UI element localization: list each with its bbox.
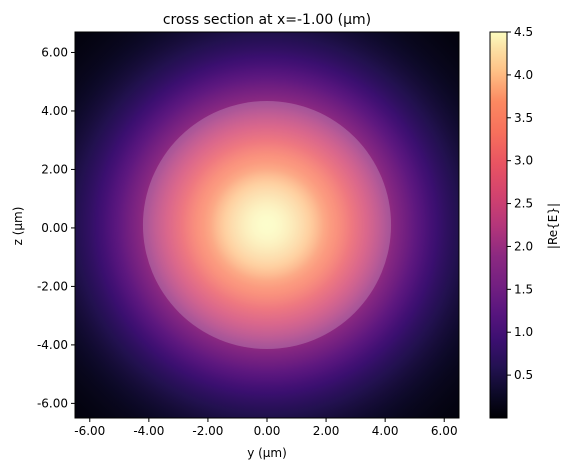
y-tick-label: -2.00 (37, 279, 68, 293)
y-axis: -6.00 -4.00 -2.00 0.00 2.00 4.00 6.00 (37, 45, 75, 410)
field-heatmap (75, 32, 459, 418)
colorbar-tick-label: 1.0 (514, 325, 533, 339)
y-tick-label: 6.00 (41, 45, 68, 59)
y-tick-label: 2.00 (41, 162, 68, 176)
colorbar-tick-label: 1.5 (514, 282, 533, 296)
chart-title: cross section at x=-1.00 (μm) (163, 12, 371, 28)
x-tick-label: 4.00 (372, 424, 399, 438)
x-tick-label: -2.00 (192, 424, 223, 438)
x-tick-label: 2.00 (313, 424, 340, 438)
colorbar-ticks: 0.5 1.0 1.5 2.0 2.5 3.0 3.5 4.0 4.5 (507, 25, 533, 382)
x-tick-label: 6.00 (431, 424, 458, 438)
colorbar-tick-label: 4.0 (514, 68, 533, 82)
y-tick-label: -6.00 (37, 396, 68, 410)
x-tick-label: 0.00 (254, 424, 281, 438)
colorbar: 0.5 1.0 1.5 2.0 2.5 3.0 3.5 4.0 4.5 |Re{E}| (489, 25, 560, 419)
structure-overlay-circle (142, 100, 392, 350)
x-axis-label: y (μm) (247, 446, 287, 460)
colorbar-tick-label: 4.5 (514, 25, 533, 39)
colorbar-tick-label: 0.5 (514, 368, 533, 382)
y-axis-label: z (μm) (11, 207, 25, 246)
colorbar-tick-label: 3.0 (514, 154, 533, 168)
y-tick-label: 4.00 (41, 104, 68, 118)
colorbar-label: |Re{E}| (546, 203, 560, 249)
x-axis: -6.00 -4.00 -2.00 0.00 2.00 4.00 6.00 (74, 418, 458, 438)
colorbar-tick-label: 2.5 (514, 197, 533, 211)
colorbar-tick-label: 3.5 (514, 111, 533, 125)
colorbar-frame (489, 31, 508, 419)
colorbar-tick-label: 2.0 (514, 239, 533, 253)
plot-area (74, 31, 460, 419)
colorbar-gradient (490, 32, 507, 418)
x-tick-label: -4.00 (133, 424, 164, 438)
y-tick-label: 0.00 (41, 221, 68, 235)
x-tick-label: -6.00 (74, 424, 105, 438)
y-tick-label: -4.00 (37, 338, 68, 352)
